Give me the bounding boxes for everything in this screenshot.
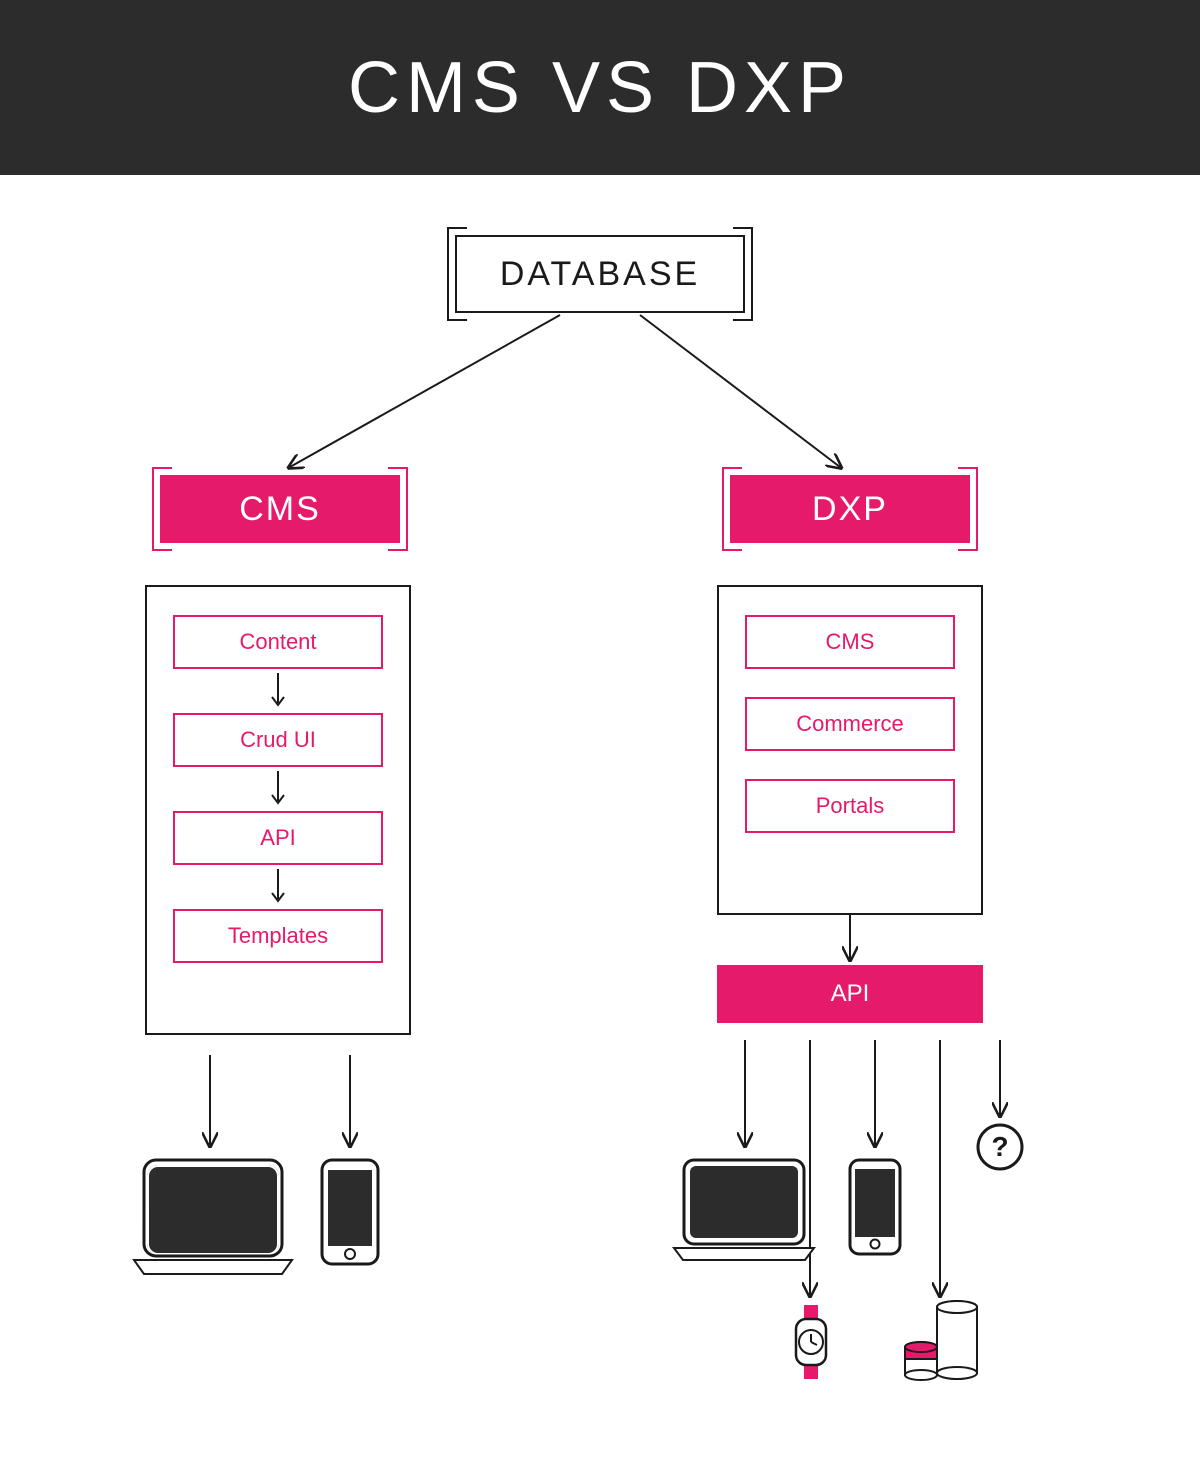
cms-item: Templates [173, 909, 383, 963]
cms-title: CMS [239, 490, 321, 529]
phone-icon [850, 1160, 900, 1254]
arrow-down-icon [270, 767, 286, 811]
dxp-item: Portals [745, 779, 955, 833]
cms-item: Crud UI [173, 713, 383, 767]
arrow-down-icon [270, 865, 286, 909]
phone-icon [322, 1160, 378, 1264]
dxp-item: Commerce [745, 697, 955, 751]
dxp-api-node: API [717, 965, 983, 1023]
laptop-icon [674, 1160, 814, 1260]
dxp-title: DXP [812, 490, 888, 529]
database-label: DATABASE [500, 255, 700, 294]
watch-icon [796, 1305, 826, 1379]
cms-panel: Content Crud UI API Templates [145, 585, 411, 1035]
page-title: CMS VS DXP [348, 47, 852, 129]
header: CMS VS DXP [0, 0, 1200, 175]
svg-text:?: ? [991, 1131, 1008, 1162]
cms-item: API [173, 811, 383, 865]
diagram-canvas: DATABASE CMS DXP Content Crud UI API Tem… [0, 175, 1200, 1460]
unknown-icon: ? [978, 1125, 1022, 1169]
dxp-panel: CMS Commerce Portals [717, 585, 983, 915]
speaker-icon [905, 1301, 977, 1380]
dxp-title-node: DXP [730, 475, 970, 543]
arrow-down-icon [270, 669, 286, 713]
cms-item: Content [173, 615, 383, 669]
laptop-icon [134, 1160, 292, 1274]
cms-title-node: CMS [160, 475, 400, 543]
dxp-api-label: API [831, 980, 870, 1008]
database-node: DATABASE [455, 235, 745, 313]
dxp-item: CMS [745, 615, 955, 669]
